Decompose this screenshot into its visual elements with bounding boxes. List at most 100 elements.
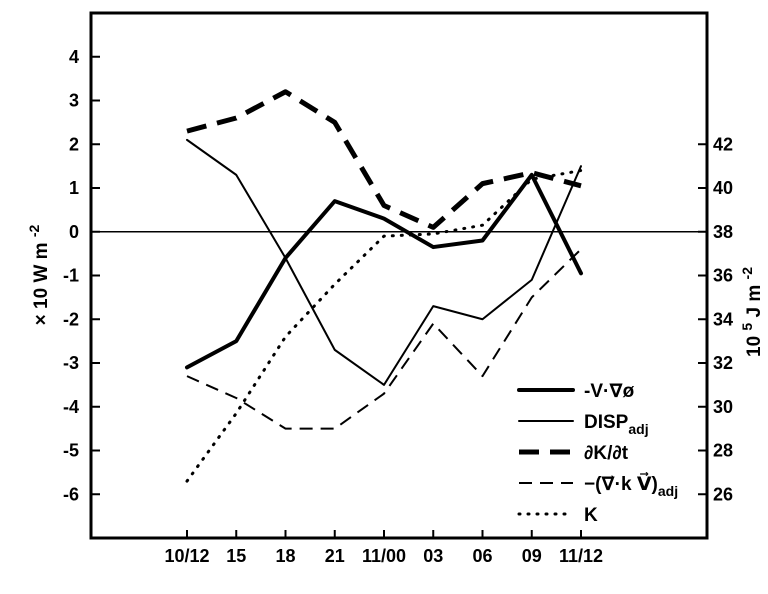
data-point — [482, 375, 484, 377]
left-tick-label: 0 — [69, 222, 79, 242]
data-point — [432, 323, 434, 325]
data-point — [482, 183, 484, 185]
data-point — [285, 257, 287, 259]
legend-label-2: ∂K/∂t — [584, 443, 629, 464]
series-layer — [185, 89, 583, 483]
data-point — [482, 240, 484, 242]
right-axis-title-sup1: 5 — [739, 323, 755, 331]
data-point — [334, 121, 336, 123]
data-point — [432, 233, 434, 235]
legend-label-main: −(∇⃗·k V⃗) — [584, 472, 658, 495]
data-point — [482, 318, 484, 320]
right-tick-label: 26 — [713, 484, 733, 504]
data-point — [235, 397, 237, 399]
left-axis-ticks: 4 3 2 1 0 -1 -2 -3 -4 -5 -6 — [63, 47, 100, 504]
data-point — [531, 296, 533, 298]
left-axis-title-main: × 10 W m — [31, 242, 52, 325]
data-point — [531, 172, 533, 174]
left-tick-label: 3 — [69, 91, 79, 111]
data-point — [580, 165, 582, 167]
x-tick-label: 11/00 — [362, 546, 406, 566]
data-point — [482, 224, 484, 226]
right-tick-label: 30 — [713, 397, 733, 417]
data-point — [580, 272, 582, 274]
data-point — [235, 412, 237, 414]
series-line-4 — [185, 169, 583, 483]
data-point — [580, 170, 582, 172]
legend-label-main: -V·∇ø — [584, 381, 635, 402]
left-tick-label: 4 — [69, 47, 79, 67]
legend-label-3: −(∇⃗·k V⃗)adj — [584, 472, 678, 499]
x-tick-label: 18 — [275, 546, 295, 566]
data-point — [531, 174, 533, 176]
right-tick-label: 32 — [713, 353, 733, 373]
right-axis-title-text: 10 5 J m -2 — [736, 267, 765, 357]
legend-label-1: DISPadj — [584, 412, 649, 437]
data-point — [285, 91, 287, 93]
legend-label-main: DISP — [584, 412, 629, 433]
data-point — [383, 393, 385, 395]
left-tick-label: 2 — [69, 134, 79, 154]
left-axis-title-sup: -2 — [26, 224, 42, 237]
left-tick-label: -6 — [63, 484, 79, 504]
data-point — [432, 226, 434, 228]
data-point — [334, 349, 336, 351]
x-tick-label: 11/12 — [559, 546, 603, 566]
series-line-0 — [185, 172, 583, 370]
legend-label-main: K — [584, 505, 598, 526]
data-point — [432, 305, 434, 307]
data-point — [235, 174, 237, 176]
legend-label-0: -V·∇ø — [584, 381, 635, 402]
left-axis-title-text: × 10 W m -2 — [26, 224, 52, 325]
left-tick-label: 1 — [69, 178, 79, 198]
data-point — [334, 428, 336, 430]
data-point — [383, 205, 385, 207]
data-point — [383, 384, 385, 386]
data-point — [186, 130, 188, 132]
right-tick-label: 38 — [713, 222, 733, 242]
x-tick-label: 10/12 — [164, 546, 209, 566]
data-point — [334, 200, 336, 202]
right-tick-label: 34 — [713, 309, 733, 329]
right-axis-ticks: 42 40 38 36 34 32 30 28 26 — [698, 134, 733, 504]
right-axis-title-main: 10 — [744, 336, 765, 357]
left-tick-label: -5 — [63, 441, 79, 461]
x-tick-label: 21 — [325, 546, 345, 566]
right-tick-label: 40 — [713, 178, 733, 198]
x-tick-label: 09 — [522, 546, 542, 566]
right-tick-label: 28 — [713, 441, 733, 461]
series-line-2 — [186, 89, 582, 230]
data-point — [285, 336, 287, 338]
left-tick-label: -3 — [63, 353, 79, 373]
data-point — [334, 283, 336, 285]
data-point — [580, 185, 582, 187]
x-axis-ticks: 10/12 15 18 21 11/00 03 06 09 11/12 — [164, 530, 603, 566]
data-point — [531, 178, 533, 180]
data-point — [580, 248, 582, 250]
x-tick-label: 06 — [472, 546, 492, 566]
series-line-1 — [186, 138, 582, 386]
data-point — [531, 279, 533, 281]
data-point — [383, 235, 385, 237]
left-tick-label: -1 — [63, 266, 79, 286]
right-axis-title: 10 5 J m -2 — [736, 267, 765, 357]
x-tick-label: 03 — [423, 546, 443, 566]
data-point — [186, 480, 188, 482]
data-point — [432, 246, 434, 248]
data-point — [186, 139, 188, 141]
legend-label-sub: adj — [658, 483, 678, 499]
right-tick-label: 36 — [713, 266, 733, 286]
left-tick-label: -2 — [63, 309, 79, 329]
legend-label-sub: adj — [628, 421, 648, 437]
data-point — [235, 117, 237, 119]
series-line-3 — [186, 248, 582, 430]
data-point — [235, 340, 237, 342]
right-axis-title-mid: J m — [744, 285, 765, 318]
right-axis-title-sup2: -2 — [739, 267, 755, 280]
left-tick-label: -4 — [63, 397, 79, 417]
data-point — [383, 218, 385, 220]
data-point — [186, 366, 188, 368]
legend-label-4: K — [584, 505, 598, 526]
